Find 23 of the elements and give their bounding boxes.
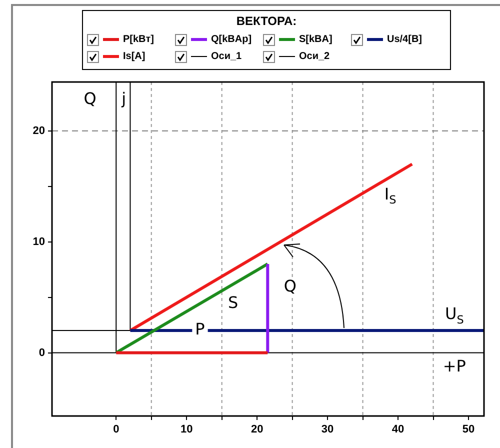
x-tick-label: 10 [180, 424, 193, 436]
x-tick-label: 50 [462, 424, 475, 436]
legend-label: P[kBт] [123, 34, 154, 45]
legend-label: Us/4[B] [387, 34, 422, 45]
y-tick-label: 0 [38, 346, 45, 359]
x-tick-label: 30 [321, 424, 334, 436]
legend-label: Q[kBAp] [211, 34, 252, 45]
legend-label: Оси_1 [211, 51, 242, 62]
x-tick-label: 20 [250, 424, 264, 436]
x-tick-label: 40 [392, 424, 404, 436]
annotation: +P [442, 356, 466, 376]
x-tick-label: 0 [113, 424, 120, 436]
annotation: j [120, 88, 126, 108]
legend-label: S[kBA] [299, 34, 332, 45]
y-tick-label: 10 [32, 236, 45, 248]
legend-label: Оси_2 [299, 51, 330, 62]
annotation: S [228, 293, 238, 312]
y-tick-label: 20 [32, 124, 45, 137]
annotation: Q [284, 276, 296, 296]
legend-title: ВЕКТОРА: [235, 14, 298, 28]
annotation: Q [84, 88, 96, 108]
annotation: P [195, 320, 206, 339]
legend-label: Is[A] [123, 51, 146, 62]
